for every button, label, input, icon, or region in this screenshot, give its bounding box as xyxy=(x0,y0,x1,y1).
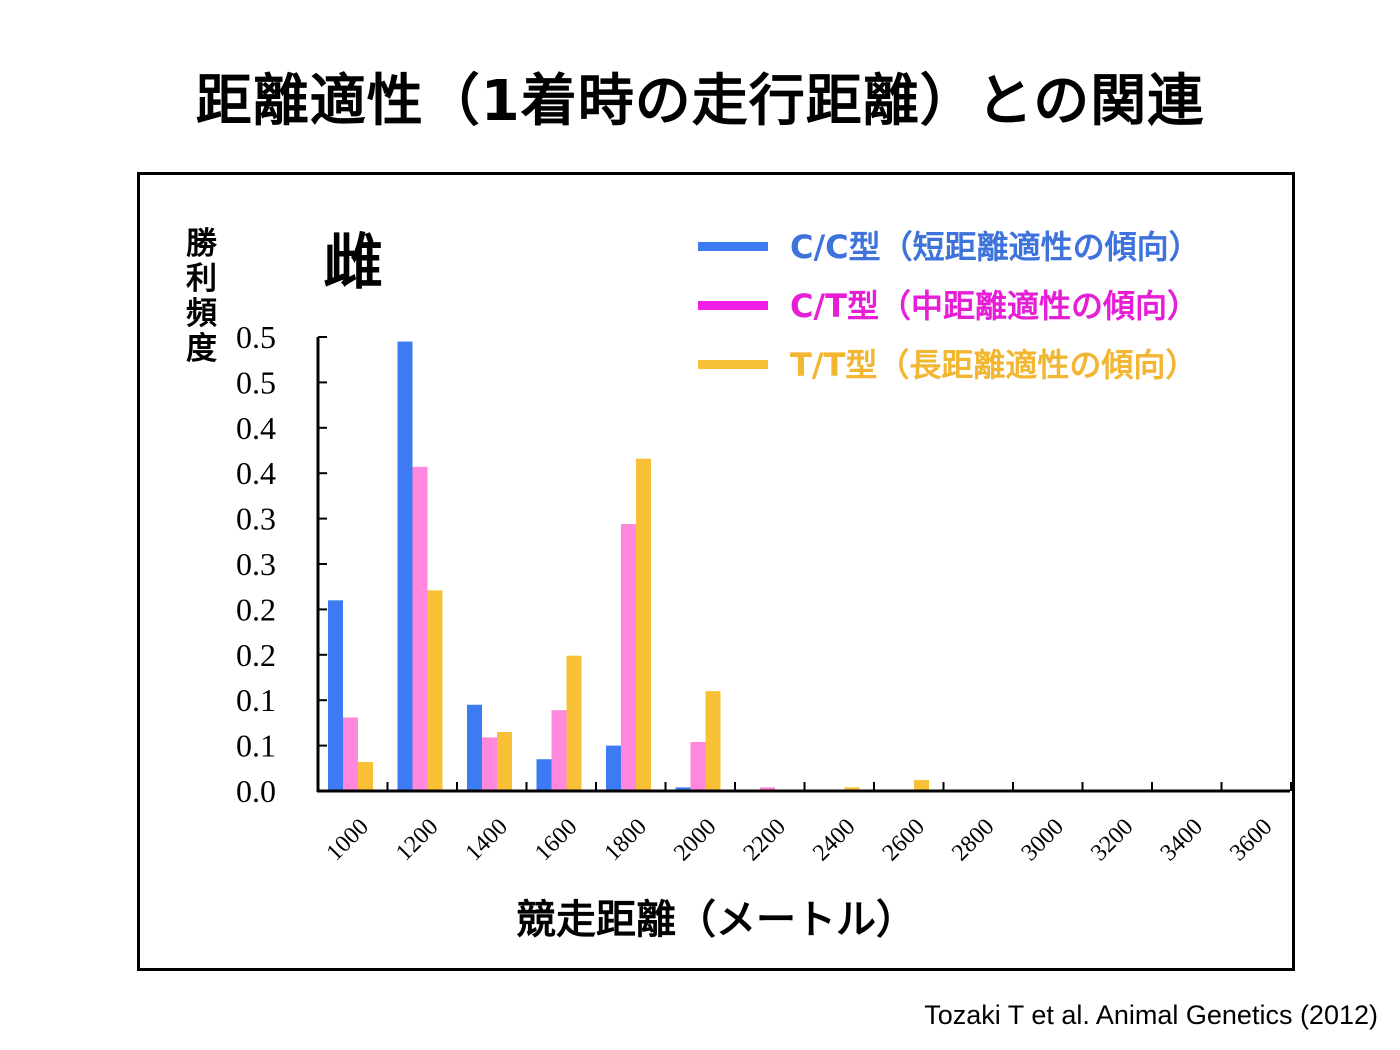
y-tick: 0.2 xyxy=(236,637,327,673)
bar xyxy=(427,590,443,791)
legend-label: C/T型（中距離適性の傾向） xyxy=(790,287,1199,325)
panel-label: 雌 xyxy=(323,228,383,298)
y-tick: 0.1 xyxy=(236,682,327,718)
y-tick: 0.5 xyxy=(236,319,327,355)
y-tick-label: 0.3 xyxy=(236,546,276,582)
bar xyxy=(914,780,929,791)
x-tick-label: 2600 xyxy=(878,814,930,866)
y-tick-label: 0.3 xyxy=(236,501,276,537)
x-tick-label: 2800 xyxy=(947,814,999,866)
x-tick-label: 3200 xyxy=(1086,814,1138,866)
bar xyxy=(760,787,775,791)
bar xyxy=(705,691,721,791)
x-tick-label: 1600 xyxy=(530,814,582,866)
legend-swatch xyxy=(698,360,768,369)
y-axis-ticks: 0.0 0.1 0.1 0.2 0.2 0.3 0.3 0.4 0.4 0.5 0.5 xyxy=(236,319,327,809)
bar xyxy=(328,600,343,791)
bar xyxy=(844,787,860,791)
slide-title: 距離適性（1着時の走行距離）との関連 xyxy=(195,69,1205,134)
bar xyxy=(412,466,428,791)
y-tick: 0.1 xyxy=(236,728,327,764)
y-tick-label: 0.1 xyxy=(236,728,276,764)
bar xyxy=(482,737,497,791)
legend-item: C/C型（短距離適性の傾向） xyxy=(698,228,1201,266)
legend-label: T/T型（長距離適性の傾向） xyxy=(790,346,1197,384)
y-tick-label: 0.2 xyxy=(236,637,276,673)
legend-swatch xyxy=(698,301,768,310)
bar xyxy=(343,717,358,791)
citation: Tozaki T et al. Animal Genetics (2012) xyxy=(924,1000,1378,1030)
bar xyxy=(497,731,512,791)
bar xyxy=(397,341,413,791)
chart-frame: 雌 勝利頻度 競走距離（メートル） 0.0 0.1 0.1 0.2 0.2 0.3 0.3 0… xyxy=(137,172,1295,971)
legend-item: C/T型（中距離適性の傾向） xyxy=(698,287,1199,325)
legend-swatch xyxy=(698,242,768,251)
x-tick-label: 1800 xyxy=(600,814,652,866)
y-tick-label: 0.2 xyxy=(236,591,276,627)
bar-chart: 雌 勝利頻度 競走距離（メートル） 0.00.10.10.20.20.30.30… xyxy=(186,226,1292,943)
x-axis-ticks: 1000 1200 1400 1600 1800 2000 2200 2400 2600 2800… xyxy=(317,782,1292,866)
y-tick-label: 0.1 xyxy=(236,682,276,718)
y-tick: 0.5 xyxy=(236,364,327,400)
bar xyxy=(566,655,582,791)
x-tick-label: 1400 xyxy=(461,814,513,866)
bar xyxy=(358,761,373,791)
bar xyxy=(636,458,651,791)
legend: C/C型（短距離適性の傾向） C/T型（中距離適性の傾向） T/T型（長距離適性の傾… xyxy=(698,228,1201,384)
x-tick-label: 3000 xyxy=(1017,814,1069,866)
y-tick-label: 0.5 xyxy=(236,319,276,355)
x-tick-label: 3600 xyxy=(1225,814,1277,866)
bar xyxy=(536,759,552,791)
legend-label: C/C型（短距離適性の傾向） xyxy=(790,228,1201,266)
bar xyxy=(551,710,567,791)
y-axis-label: 勝利頻度 xyxy=(186,226,218,367)
bar xyxy=(606,745,621,791)
y-tick-label: 0.5 xyxy=(236,364,276,400)
y-tick: 0.4 xyxy=(236,455,327,491)
x-tick-label: 2400 xyxy=(808,814,860,866)
x-tick-label: 2200 xyxy=(739,814,791,866)
y-tick: 0.3 xyxy=(236,501,327,537)
y-tick-label: 0.4 xyxy=(236,410,276,446)
axes xyxy=(316,337,1290,793)
y-tick: 0.2 xyxy=(236,591,327,627)
bars xyxy=(328,341,929,791)
x-tick-label: 1200 xyxy=(391,814,443,866)
y-tick-label: 0.4 xyxy=(236,455,276,491)
bar xyxy=(467,704,482,791)
legend-item: T/T型（長距離適性の傾向） xyxy=(698,346,1197,384)
bar xyxy=(621,524,636,791)
y-tick: 0.3 xyxy=(236,546,327,582)
x-axis-label: 競走距離（メートル） xyxy=(516,897,916,943)
x-tick-label: 2000 xyxy=(669,814,721,866)
y-tick: 0.0 xyxy=(236,773,327,809)
bar xyxy=(690,741,706,791)
x-tick-label: 3400 xyxy=(1156,814,1208,866)
y-tick: 0.4 xyxy=(236,410,327,446)
x-tick-label: 1000 xyxy=(322,814,374,866)
y-tick-label: 0.0 xyxy=(236,773,276,809)
bar xyxy=(675,787,691,791)
